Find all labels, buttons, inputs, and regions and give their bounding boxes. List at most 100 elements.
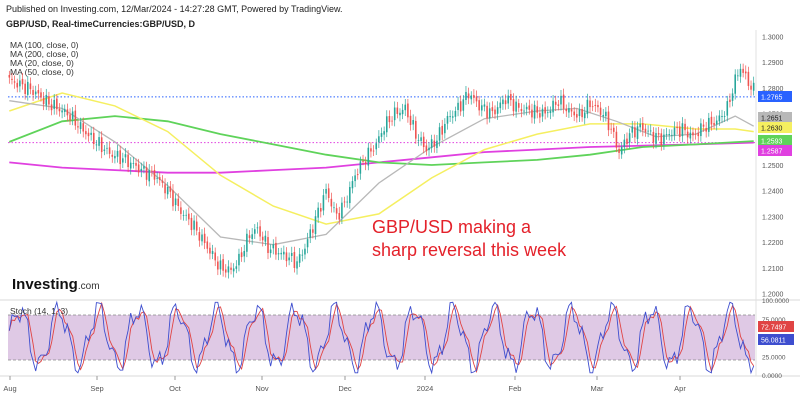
stoch-value-box: [758, 334, 794, 345]
candle: [264, 235, 267, 242]
candle: [45, 94, 48, 106]
candle: [494, 109, 496, 115]
stoch-label: Stoch (14, 1, 3): [10, 306, 69, 316]
time-tick-label: 2024: [417, 384, 434, 393]
candle: [50, 104, 53, 111]
candle: [217, 261, 219, 270]
candle: [283, 251, 285, 255]
stoch-k-line: [8, 300, 755, 375]
candle: [520, 108, 523, 112]
candle: [449, 116, 451, 118]
candle: [533, 104, 536, 119]
candle: [623, 139, 626, 148]
candle: [676, 126, 678, 129]
candle: [370, 148, 372, 152]
candle: [557, 104, 560, 106]
candle: [425, 145, 428, 152]
candle: [161, 180, 164, 183]
candle: [261, 236, 264, 241]
candle: [153, 170, 156, 180]
candle: [723, 116, 726, 117]
candle: [185, 214, 187, 216]
candle: [486, 105, 488, 119]
candle: [655, 133, 657, 144]
candle: [525, 106, 528, 110]
candle: [124, 154, 127, 158]
candle: [478, 100, 480, 111]
candle: [433, 140, 436, 147]
price-label: 1.2593: [761, 139, 783, 146]
candle: [597, 105, 599, 108]
candle: [100, 137, 103, 153]
candle: [145, 167, 148, 180]
candle: [53, 99, 55, 109]
candle: [56, 98, 58, 110]
candle: [541, 108, 544, 117]
candle: [277, 253, 280, 255]
candle: [256, 227, 259, 229]
candle: [285, 252, 288, 262]
price-tick-label: 1.2300: [762, 214, 784, 221]
candle: [359, 161, 362, 174]
candle: [417, 140, 420, 141]
candle: [380, 133, 383, 137]
candle: [589, 100, 591, 108]
candle: [40, 92, 42, 98]
candle: [8, 74, 11, 78]
candle: [549, 110, 552, 114]
candle: [684, 123, 686, 131]
candle: [364, 162, 367, 165]
time-tick-label: Nov: [255, 384, 269, 393]
candle: [362, 161, 364, 162]
time-tick-label: Oct: [169, 384, 182, 393]
price-label-box: [758, 91, 792, 102]
candle: [243, 250, 246, 257]
candle: [465, 91, 467, 100]
candle: [114, 155, 116, 159]
candle: [314, 216, 317, 235]
stoch-value-label: 56.0811: [761, 338, 786, 345]
price-tick-label: 1.2800: [762, 86, 784, 93]
candle: [407, 103, 409, 118]
candle: [280, 252, 282, 255]
candle: [496, 107, 499, 114]
time-tick-label: Mar: [591, 384, 604, 393]
time-tick-label: Sep: [90, 384, 103, 393]
candle: [37, 90, 40, 94]
candle: [119, 150, 121, 165]
candle: [547, 112, 549, 114]
candle: [618, 148, 620, 153]
candle: [246, 233, 248, 252]
candle: [351, 181, 354, 189]
candle: [491, 107, 494, 112]
candle: [95, 144, 98, 146]
candle: [322, 195, 325, 211]
candle: [180, 207, 182, 214]
candle: [327, 188, 330, 199]
candle: [420, 137, 422, 141]
candle: [536, 106, 539, 113]
price-tick-label: 1.2200: [762, 240, 784, 247]
candle: [132, 163, 135, 164]
candle: [238, 253, 240, 266]
candle: [48, 96, 50, 105]
candle: [98, 137, 100, 146]
candle: [32, 89, 34, 95]
candle: [639, 123, 641, 128]
candle: [510, 94, 512, 101]
candle: [85, 131, 87, 135]
candle: [594, 104, 597, 106]
candle: [747, 71, 750, 86]
candle: [752, 82, 755, 91]
candle: [169, 186, 172, 192]
candle: [576, 114, 578, 118]
candle: [499, 102, 502, 109]
candle: [628, 133, 631, 143]
candle: [206, 241, 209, 249]
candle: [671, 134, 673, 136]
price-tick-label: 1.2500: [762, 163, 784, 170]
candle: [713, 122, 715, 125]
candle: [481, 105, 483, 111]
candle: [737, 75, 739, 77]
